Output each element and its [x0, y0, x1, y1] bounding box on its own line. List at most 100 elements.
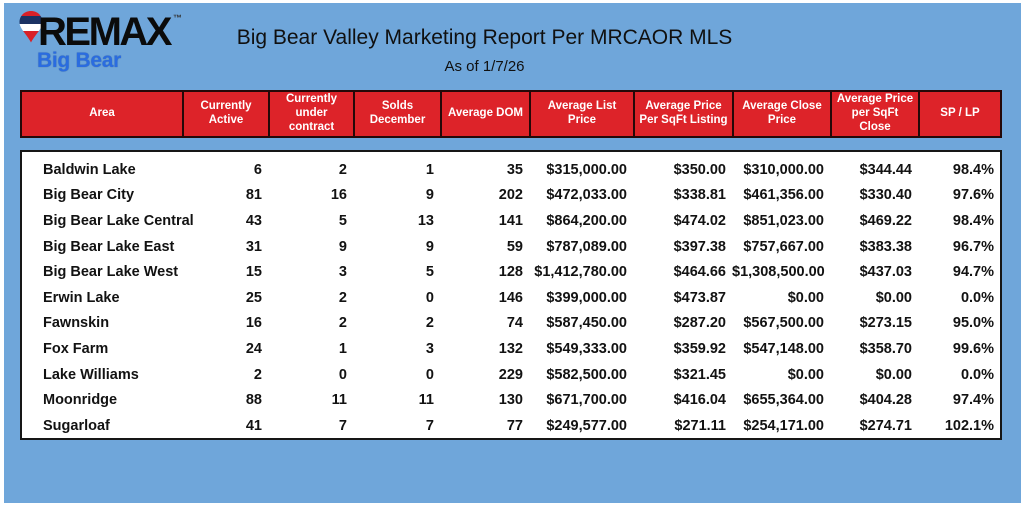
value-cell: $383.38	[859, 238, 912, 255]
value-cell: 202	[498, 187, 523, 204]
value-cell: 0	[425, 289, 434, 306]
value-cell: 3	[425, 340, 434, 357]
value-cell: $358.70	[859, 340, 912, 357]
value-cell: $397.38	[673, 238, 726, 255]
value-cell: 15	[245, 264, 262, 281]
column-header: Currently Active	[182, 92, 268, 136]
value-cell: $0.00	[787, 289, 824, 306]
value-cell: 59	[506, 238, 523, 255]
value-cell: 229	[498, 366, 523, 383]
value-cell: 2	[338, 289, 347, 306]
value-cell: $271.11	[674, 417, 726, 434]
value-cell: 99.6%	[952, 340, 994, 357]
value-cell: 43	[245, 212, 262, 229]
value-cell: $1,412,780.00	[534, 264, 627, 281]
value-cell: 102.1%	[944, 417, 994, 434]
value-cell: 25	[245, 289, 262, 306]
balloon-stripe-bottom	[19, 31, 43, 43]
area-cell: Baldwin Lake	[43, 161, 136, 178]
value-cell: 31	[245, 238, 262, 255]
value-cell: $287.20	[673, 315, 726, 332]
value-cell: 9	[425, 187, 434, 204]
value-cell: $330.40	[859, 187, 912, 204]
value-cell: 0.0%	[960, 289, 994, 306]
value-cell: $655,364.00	[743, 392, 824, 409]
column-header: Average DOM	[440, 92, 529, 136]
balloon-stripe-navy	[19, 16, 43, 24]
value-cell: 1	[425, 161, 434, 178]
value-cell: $567,500.00	[743, 315, 824, 332]
column-header: SP / LP	[918, 92, 1000, 136]
column-header: Average List Price	[529, 92, 633, 136]
value-cell: $437.03	[859, 264, 912, 281]
column-header: Average Price Per SqFt Listing	[633, 92, 732, 136]
brand-name: REMAX ™	[38, 12, 182, 52]
value-cell: $273.15	[859, 315, 912, 332]
table-header-row: Area Currently Active Currently under cont…	[20, 90, 1002, 138]
value-cell: 0.0%	[960, 366, 994, 383]
value-cell: $399,000.00	[546, 289, 627, 306]
table-row: Fox Farm 24 1 3 132 $549,333.00 $359.92 $547,14…	[22, 336, 1000, 362]
column-header: Average Price per SqFt Close	[830, 92, 918, 136]
column-header: Solds December	[353, 92, 440, 136]
value-cell: $547,148.00	[743, 340, 824, 357]
value-cell: 2	[338, 161, 347, 178]
value-cell: 5	[338, 212, 347, 229]
value-cell: 146	[498, 289, 523, 306]
value-cell: 98.4%	[952, 161, 994, 178]
value-cell: 97.6%	[952, 187, 994, 204]
value-cell: $404.28	[859, 392, 912, 409]
area-cell: Erwin Lake	[43, 289, 120, 306]
area-cell: Lake Williams	[43, 366, 139, 383]
value-cell: 7	[425, 417, 434, 434]
value-cell: $359.92	[673, 340, 726, 357]
value-cell: 11	[331, 392, 347, 409]
value-cell: 132	[498, 340, 523, 357]
value-cell: $474.02	[673, 212, 726, 229]
table-row: Lake Williams 2 0 0 229 $582,500.00 $321.45 $0.…	[22, 362, 1000, 388]
value-cell: 2	[338, 315, 347, 332]
value-cell: $0.00	[875, 289, 912, 306]
column-header: Area	[89, 107, 115, 120]
value-cell: $787,089.00	[546, 238, 627, 255]
remax-logo: REMAX ™ Big Bear	[4, 3, 234, 83]
value-cell: 74	[506, 315, 523, 332]
value-cell: 16	[245, 315, 262, 332]
value-cell: 5	[425, 264, 434, 281]
area-cell: Fox Farm	[43, 340, 109, 357]
value-cell: 13	[417, 212, 434, 229]
value-cell: 96.7%	[952, 238, 994, 255]
value-cell: $582,500.00	[546, 366, 627, 383]
value-cell: $469.22	[859, 212, 912, 229]
report-date: As of 1/7/26	[444, 58, 525, 75]
value-cell: $310,000.00	[743, 161, 824, 178]
table-row: Big Bear City 81 16 9 202 $472,033.00 $338.81 $…	[22, 183, 1000, 209]
value-cell: 81	[245, 187, 262, 204]
value-cell: 0	[425, 366, 434, 383]
value-cell: $254,171.00	[743, 417, 824, 434]
value-cell: 98.4%	[952, 212, 994, 229]
value-cell: $464.66	[673, 264, 726, 281]
value-cell: 88	[245, 392, 262, 409]
remax-balloon-icon	[19, 11, 43, 43]
column-header: Average Close Price	[732, 92, 830, 136]
value-cell: $671,700.00	[546, 392, 627, 409]
value-cell: $472,033.00	[546, 187, 627, 204]
table-row: Big Bear Lake Central 43 5 13 141 $864,200.00…	[22, 208, 1000, 234]
value-cell: $344.44	[859, 161, 912, 178]
value-cell: 77	[506, 417, 523, 434]
table-row: Baldwin Lake 6 2 1 35 $315,000.00 $350.00 $310,…	[22, 157, 1000, 183]
value-cell: 11	[418, 392, 434, 409]
value-cell: $864,200.00	[546, 212, 627, 229]
value-cell: 97.4%	[952, 392, 994, 409]
value-cell: $274.71	[859, 417, 912, 434]
value-cell: 16	[330, 187, 347, 204]
area-cell: Big Bear Lake West	[43, 264, 179, 281]
value-cell: $315,000.00	[546, 161, 627, 178]
balloon-stripe-white	[19, 24, 43, 31]
value-cell: $416.04	[673, 392, 726, 409]
value-cell: $0.00	[787, 366, 824, 383]
value-cell: 9	[338, 238, 347, 255]
area-cell: Big Bear City	[43, 187, 135, 204]
value-cell: 7	[338, 417, 347, 434]
